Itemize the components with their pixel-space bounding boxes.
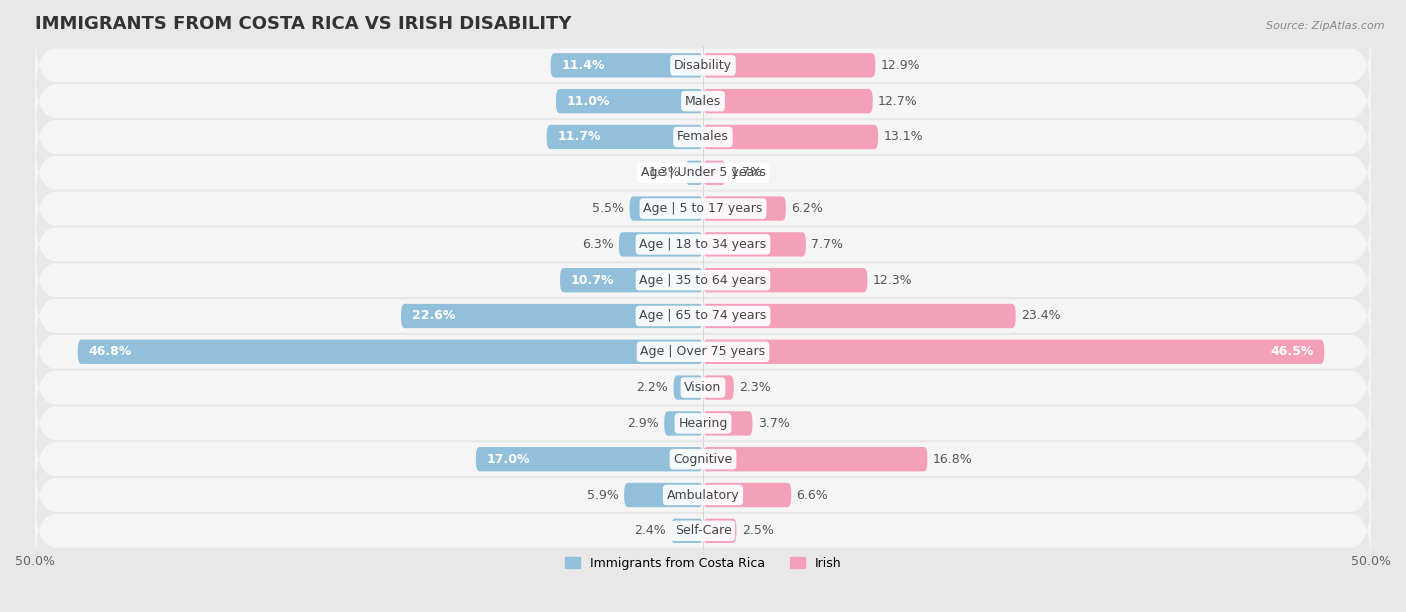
Text: 12.7%: 12.7% xyxy=(877,95,918,108)
FancyBboxPatch shape xyxy=(703,340,1324,364)
Text: 13.1%: 13.1% xyxy=(883,130,922,143)
FancyBboxPatch shape xyxy=(703,411,752,436)
FancyBboxPatch shape xyxy=(703,89,873,113)
Text: 2.2%: 2.2% xyxy=(637,381,668,394)
FancyBboxPatch shape xyxy=(703,53,876,78)
Text: Hearing: Hearing xyxy=(678,417,728,430)
Text: 46.8%: 46.8% xyxy=(89,345,132,358)
Text: 23.4%: 23.4% xyxy=(1021,310,1060,323)
FancyBboxPatch shape xyxy=(703,196,786,221)
FancyBboxPatch shape xyxy=(35,387,1371,460)
FancyBboxPatch shape xyxy=(703,375,734,400)
Text: 6.3%: 6.3% xyxy=(582,238,613,251)
FancyBboxPatch shape xyxy=(547,125,703,149)
FancyBboxPatch shape xyxy=(703,304,1015,328)
Text: Cognitive: Cognitive xyxy=(673,453,733,466)
FancyBboxPatch shape xyxy=(35,136,1371,210)
Legend: Immigrants from Costa Rica, Irish: Immigrants from Costa Rica, Irish xyxy=(560,551,846,575)
FancyBboxPatch shape xyxy=(401,304,703,328)
Text: 2.9%: 2.9% xyxy=(627,417,659,430)
FancyBboxPatch shape xyxy=(555,89,703,113)
FancyBboxPatch shape xyxy=(673,375,703,400)
Text: 2.4%: 2.4% xyxy=(634,524,665,537)
Text: 12.3%: 12.3% xyxy=(873,274,912,286)
FancyBboxPatch shape xyxy=(630,196,703,221)
Text: Source: ZipAtlas.com: Source: ZipAtlas.com xyxy=(1267,21,1385,31)
Text: IMMIGRANTS FROM COSTA RICA VS IRISH DISABILITY: IMMIGRANTS FROM COSTA RICA VS IRISH DISA… xyxy=(35,15,571,33)
Text: Ambulatory: Ambulatory xyxy=(666,488,740,501)
FancyBboxPatch shape xyxy=(35,458,1371,532)
FancyBboxPatch shape xyxy=(35,315,1371,389)
FancyBboxPatch shape xyxy=(703,125,877,149)
Text: 12.9%: 12.9% xyxy=(880,59,921,72)
FancyBboxPatch shape xyxy=(35,172,1371,245)
Text: Age | Over 75 years: Age | Over 75 years xyxy=(641,345,765,358)
Text: Vision: Vision xyxy=(685,381,721,394)
FancyBboxPatch shape xyxy=(551,53,703,78)
FancyBboxPatch shape xyxy=(686,160,703,185)
FancyBboxPatch shape xyxy=(35,351,1371,425)
Text: Age | 18 to 34 years: Age | 18 to 34 years xyxy=(640,238,766,251)
FancyBboxPatch shape xyxy=(35,100,1371,174)
Text: 1.3%: 1.3% xyxy=(648,166,681,179)
Text: 2.5%: 2.5% xyxy=(742,524,773,537)
Text: Age | 35 to 64 years: Age | 35 to 64 years xyxy=(640,274,766,286)
FancyBboxPatch shape xyxy=(703,232,806,256)
Text: 7.7%: 7.7% xyxy=(811,238,844,251)
FancyBboxPatch shape xyxy=(35,29,1371,102)
Text: 11.0%: 11.0% xyxy=(567,95,610,108)
Text: 46.5%: 46.5% xyxy=(1270,345,1313,358)
Text: Males: Males xyxy=(685,95,721,108)
Text: 22.6%: 22.6% xyxy=(412,310,456,323)
FancyBboxPatch shape xyxy=(619,232,703,256)
Text: 2.3%: 2.3% xyxy=(740,381,770,394)
FancyBboxPatch shape xyxy=(35,244,1371,317)
Text: Self-Care: Self-Care xyxy=(675,524,731,537)
Text: Age | Under 5 years: Age | Under 5 years xyxy=(641,166,765,179)
Text: Females: Females xyxy=(678,130,728,143)
FancyBboxPatch shape xyxy=(475,447,703,471)
Text: 6.2%: 6.2% xyxy=(792,202,823,215)
FancyBboxPatch shape xyxy=(35,422,1371,496)
Text: 3.7%: 3.7% xyxy=(758,417,790,430)
Text: 16.8%: 16.8% xyxy=(932,453,973,466)
Text: 5.5%: 5.5% xyxy=(592,202,624,215)
Text: 11.4%: 11.4% xyxy=(561,59,605,72)
FancyBboxPatch shape xyxy=(35,207,1371,282)
Text: 10.7%: 10.7% xyxy=(571,274,614,286)
Text: 11.7%: 11.7% xyxy=(557,130,600,143)
Text: 5.9%: 5.9% xyxy=(586,488,619,501)
FancyBboxPatch shape xyxy=(624,483,703,507)
FancyBboxPatch shape xyxy=(703,160,725,185)
Text: Disability: Disability xyxy=(673,59,733,72)
FancyBboxPatch shape xyxy=(560,268,703,293)
Text: 6.6%: 6.6% xyxy=(797,488,828,501)
FancyBboxPatch shape xyxy=(35,64,1371,138)
FancyBboxPatch shape xyxy=(77,340,703,364)
FancyBboxPatch shape xyxy=(35,279,1371,353)
Text: Age | 65 to 74 years: Age | 65 to 74 years xyxy=(640,310,766,323)
FancyBboxPatch shape xyxy=(703,447,928,471)
FancyBboxPatch shape xyxy=(664,411,703,436)
Text: 17.0%: 17.0% xyxy=(486,453,530,466)
Text: 1.7%: 1.7% xyxy=(731,166,763,179)
FancyBboxPatch shape xyxy=(671,518,703,543)
FancyBboxPatch shape xyxy=(703,518,737,543)
FancyBboxPatch shape xyxy=(703,268,868,293)
FancyBboxPatch shape xyxy=(703,483,792,507)
Text: Age | 5 to 17 years: Age | 5 to 17 years xyxy=(644,202,762,215)
FancyBboxPatch shape xyxy=(35,494,1371,568)
